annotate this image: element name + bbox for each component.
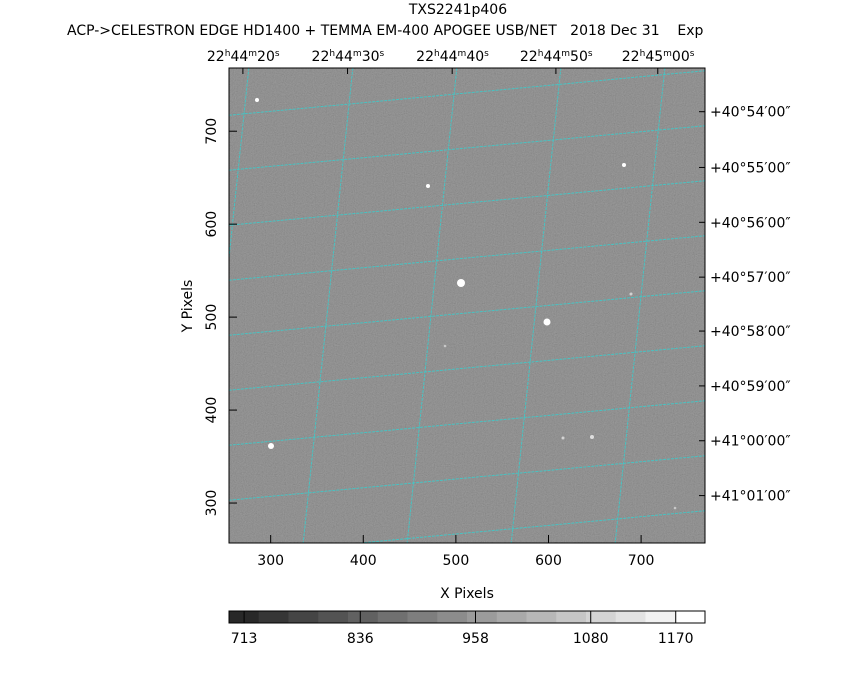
colorbar-step bbox=[258, 611, 289, 623]
colorbar-step bbox=[586, 611, 617, 623]
colorbar-step bbox=[377, 611, 408, 623]
y2-tick-label: +40°59′00″ bbox=[710, 379, 791, 395]
x-axis-label: X Pixels bbox=[440, 586, 494, 602]
grid-line bbox=[614, 68, 666, 543]
colorbar-frame bbox=[228, 610, 706, 624]
grid-line bbox=[229, 70, 705, 116]
colorbar: 713 836 958 1080 1170 bbox=[229, 611, 706, 647]
colorbar-step bbox=[318, 611, 349, 623]
grid-line bbox=[302, 68, 354, 543]
grid-line bbox=[406, 68, 458, 543]
colorbar-step bbox=[556, 611, 587, 623]
x-tick-label: 600 bbox=[535, 553, 562, 569]
x-tick-label: 300 bbox=[257, 553, 284, 569]
grid-line bbox=[510, 68, 562, 543]
colorbar-step bbox=[496, 611, 527, 623]
y2-tick-label: +40°56′00″ bbox=[710, 215, 791, 231]
chart-title: TXS2241p406 bbox=[408, 2, 507, 18]
grid-line bbox=[229, 125, 705, 171]
grid-line bbox=[354, 510, 705, 543]
y2-tick-label: +40°57′00″ bbox=[710, 270, 791, 286]
y-tick-label: 300 bbox=[204, 490, 220, 517]
grid-line bbox=[0, 28, 45, 583]
x2-tick-label: 22h44m30s bbox=[312, 49, 385, 65]
x2-tick-label: 22h45m00s bbox=[622, 49, 695, 65]
colorbar-tick-label: 836 bbox=[347, 631, 374, 647]
grid-line bbox=[819, 28, 850, 583]
grid-line bbox=[229, 180, 705, 226]
grid-line bbox=[229, 455, 705, 501]
grid-line bbox=[229, 290, 705, 336]
y-tick-label: 700 bbox=[204, 118, 220, 145]
colorbar-step bbox=[348, 611, 379, 623]
y2-tick-label: +40°55′00″ bbox=[710, 160, 791, 176]
colorbar-tick-label: 1170 bbox=[658, 631, 694, 647]
colorbar-step bbox=[288, 611, 319, 623]
colorbar-step bbox=[407, 611, 438, 623]
x2-tick-label: 22h44m20s bbox=[207, 49, 280, 65]
grid-line bbox=[229, 68, 250, 263]
y-tick-label: 400 bbox=[204, 397, 220, 424]
chart-subtitle: ACP->CELESTRON EDGE HD1400 + TEMMA EM-40… bbox=[67, 23, 704, 39]
y2-tick-label: +41°01′00″ bbox=[710, 489, 791, 505]
x-tick-label: 400 bbox=[350, 553, 377, 569]
grid-line bbox=[229, 345, 705, 391]
colorbar-step bbox=[615, 611, 646, 623]
y-tick-label: 600 bbox=[204, 211, 220, 238]
colorbar-step bbox=[675, 611, 706, 623]
x2-tick-label: 22h44m40s bbox=[416, 49, 489, 65]
grid-line bbox=[229, 400, 705, 446]
grid-line bbox=[229, 235, 705, 281]
x2-tick-label: 22h44m50s bbox=[520, 49, 593, 65]
grid-line bbox=[91, 28, 149, 583]
colorbar-tick-label: 713 bbox=[231, 631, 258, 647]
colorbar-tick-label: 958 bbox=[462, 631, 489, 647]
y2-tick-label: +41°00′00″ bbox=[710, 434, 791, 450]
y-tick-label: 500 bbox=[204, 304, 220, 331]
colorbar-step bbox=[645, 611, 676, 623]
colorbar-step bbox=[437, 611, 468, 623]
colorbar-tick-label: 1080 bbox=[573, 631, 609, 647]
y2-tick-label: +40°54′00″ bbox=[710, 105, 791, 121]
stars bbox=[255, 98, 677, 510]
y2-tick-label: +40°58′00″ bbox=[710, 324, 791, 340]
y-axis-label: Y Pixels bbox=[180, 280, 196, 334]
colorbar-step bbox=[526, 611, 557, 623]
x-tick-label: 500 bbox=[443, 553, 470, 569]
x-tick-label: 700 bbox=[628, 553, 655, 569]
colorbar-step bbox=[467, 611, 498, 623]
